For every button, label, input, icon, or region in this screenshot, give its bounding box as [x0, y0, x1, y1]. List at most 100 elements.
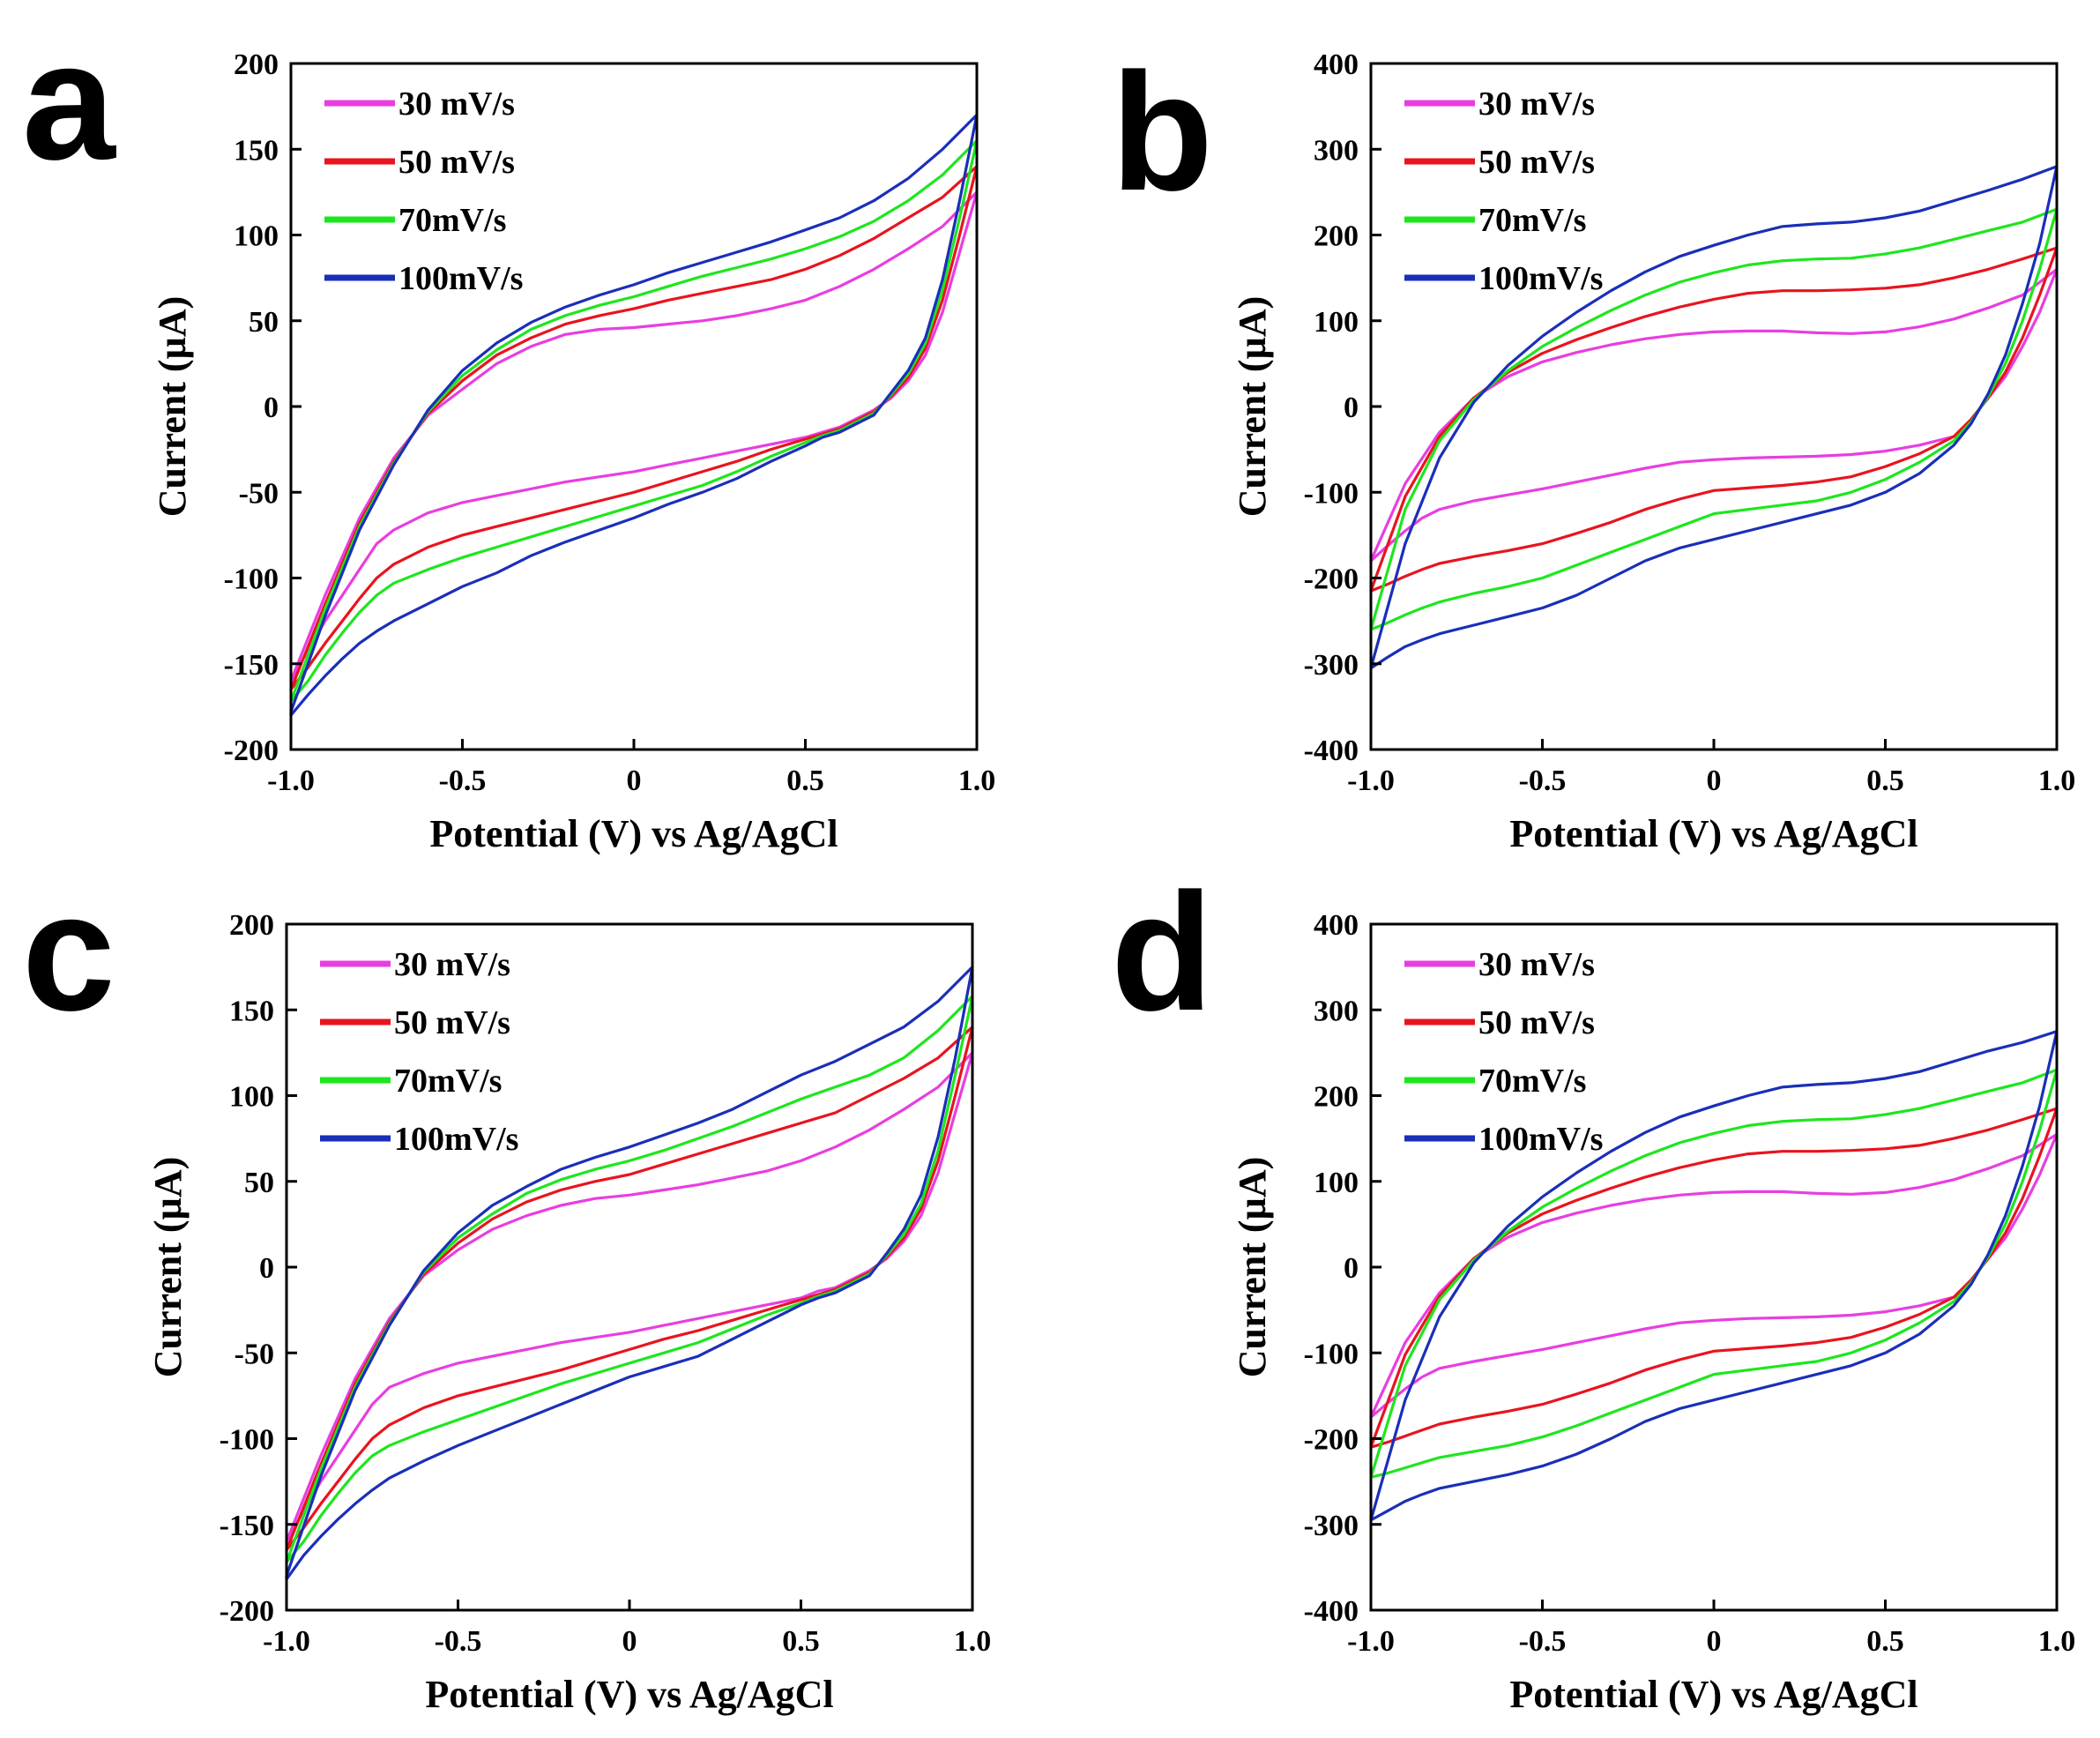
x-tick-label: 0	[627, 765, 642, 797]
legend-label: 50 mV/s	[398, 144, 515, 181]
y-tick-label: -100	[1304, 1338, 1359, 1370]
panel-c: c 200 150 100 50 0 -50 -100 -150 -200-1.0 -0.5 0 0.5…	[22, 859, 991, 1716]
x-tick-label: 0	[1707, 765, 1722, 797]
legend-label: 30 mV/s	[398, 86, 515, 123]
cv-curve-a-0	[289, 190, 979, 683]
legend-label: 100mV/s	[1478, 1121, 1603, 1158]
cv-curve-d-1	[1369, 1107, 2059, 1449]
x-tick-label: -0.5	[435, 1625, 482, 1658]
y-tick-label: -400	[1304, 1595, 1359, 1628]
legend-label: 50 mV/s	[394, 1004, 510, 1041]
cv-curve-c-2	[285, 995, 974, 1564]
legend: 30 mV/s 50 mV/s 70mV/s 100mV/s	[1404, 86, 1603, 297]
y-tick-label: -50	[239, 477, 279, 510]
y-tick-label: -100	[224, 563, 279, 596]
y-tick-label: 200	[229, 909, 274, 942]
cv-curve-b-3	[1369, 165, 2059, 670]
y-tick-label: 100	[1314, 306, 1359, 339]
y-tick-label: -300	[1304, 649, 1359, 682]
x-tick-label: -1.0	[1347, 765, 1395, 797]
y-tick-label: -200	[224, 735, 279, 767]
y-tick-label: -200	[220, 1595, 274, 1628]
y-tick-label: -150	[220, 1510, 274, 1542]
y-tick-label: 200	[1314, 1081, 1359, 1114]
cv-curve-a-2	[289, 138, 979, 704]
legend: 30 mV/s 50 mV/s 70mV/s 100mV/s	[320, 946, 518, 1158]
cv-curve-a-1	[289, 165, 979, 691]
legend-label: 70mV/s	[398, 202, 506, 239]
x-tick-label: -0.5	[1519, 765, 1567, 797]
x-axis-label: Potential (V) vs Ag/AgCl	[1509, 812, 1918, 855]
y-tick-label: 400	[1314, 48, 1359, 81]
cv-curve-d-2	[1369, 1068, 2059, 1479]
y-tick-label: 0	[264, 392, 279, 424]
series-group	[1369, 165, 2059, 670]
cv-curve-c-1	[285, 1026, 974, 1552]
y-tick-label: 200	[234, 48, 279, 81]
legend: 30 mV/s 50 mV/s 70mV/s 100mV/s	[324, 86, 523, 297]
y-tick-label: -150	[224, 649, 279, 682]
y-tick-label: -300	[1304, 1510, 1359, 1542]
x-tick-label: -0.5	[1519, 1625, 1567, 1658]
x-tick-label: 0	[1707, 1625, 1722, 1658]
panel-a: a 200 150 100 50 0 -50 -100 -150 -200-1.0 -0.5 0 0.5…	[22, 8, 995, 855]
panel-letter-d: d	[1111, 859, 1213, 1046]
x-tick-label: 0.5	[786, 765, 824, 797]
legend-label: 100mV/s	[1478, 260, 1603, 297]
cv-curve-d-0	[1369, 1132, 2059, 1419]
panel-b: b 400 300 200 100 0 -100 -200 -300 -400-1.0 -0.5 0 0…	[1111, 39, 2075, 855]
legend-label: 100mV/s	[398, 260, 523, 297]
legend-label: 30 mV/s	[1478, 946, 1595, 983]
x-tick-label: 1.0	[954, 1625, 992, 1658]
y-tick-label: 100	[229, 1081, 274, 1114]
cv-curve-a-3	[289, 113, 979, 717]
legend-label: 70mV/s	[1478, 202, 1586, 239]
legend-label: 70mV/s	[1478, 1063, 1586, 1100]
y-tick-label: 0	[1344, 1252, 1359, 1285]
y-tick-label: 50	[249, 306, 279, 339]
legend-label: 70mV/s	[394, 1063, 502, 1100]
cv-curve-b-2	[1369, 207, 2059, 631]
legend: 30 mV/s 50 mV/s 70mV/s 100mV/s	[1404, 946, 1603, 1158]
y-tick-label: -200	[1304, 563, 1359, 596]
series-group	[289, 113, 979, 717]
x-axis-label: Potential (V) vs Ag/AgCl	[425, 1673, 833, 1716]
y-tick-label: 100	[234, 220, 279, 253]
y-axis-label: Current (µA)	[1231, 296, 1274, 518]
y-tick-label: 300	[1314, 995, 1359, 1027]
panel-letter-c: c	[22, 859, 115, 1046]
legend-label: 30 mV/s	[1478, 86, 1595, 123]
legend-label: 50 mV/s	[1478, 1004, 1595, 1041]
x-tick-label: -0.5	[439, 765, 487, 797]
cv-curve-d-3	[1369, 1030, 2059, 1522]
legend-label: 100mV/s	[394, 1121, 518, 1158]
x-tick-label: -1.0	[1347, 1625, 1395, 1658]
y-tick-label: 0	[259, 1252, 274, 1285]
x-tick-label: -1.0	[263, 1625, 310, 1658]
x-tick-label: 1.0	[2038, 1625, 2076, 1658]
x-tick-label: 0.5	[782, 1625, 820, 1658]
x-tick-label: 1.0	[958, 765, 996, 797]
y-tick-label: 300	[1314, 134, 1359, 167]
y-axis-label: Current (µA)	[1231, 1157, 1274, 1378]
legend-label: 50 mV/s	[1478, 144, 1595, 181]
y-tick-label: 0	[1344, 392, 1359, 424]
cv-curve-b-1	[1369, 246, 2059, 593]
panel-d: d 400 300 200 100 0 -100 -200 -300 -400-1.0 -0.5 0 0…	[1111, 859, 2075, 1716]
y-tick-label: 50	[244, 1167, 274, 1199]
legend-label: 30 mV/s	[394, 946, 510, 983]
series-group	[1369, 1030, 2059, 1522]
y-tick-label: -100	[220, 1424, 274, 1457]
cv-curve-c-0	[285, 1051, 974, 1543]
panel-letter-a: a	[22, 8, 116, 195]
y-tick-label: 400	[1314, 909, 1359, 942]
y-tick-label: -100	[1304, 477, 1359, 510]
y-tick-label: -400	[1304, 735, 1359, 767]
x-tick-label: 0.5	[1866, 1625, 1904, 1658]
cv-curve-c-3	[285, 966, 974, 1581]
series-group	[285, 966, 974, 1581]
y-tick-label: -50	[235, 1338, 274, 1370]
x-axis-label: Potential (V) vs Ag/AgCl	[1509, 1673, 1918, 1716]
x-tick-label: 0	[622, 1625, 637, 1658]
